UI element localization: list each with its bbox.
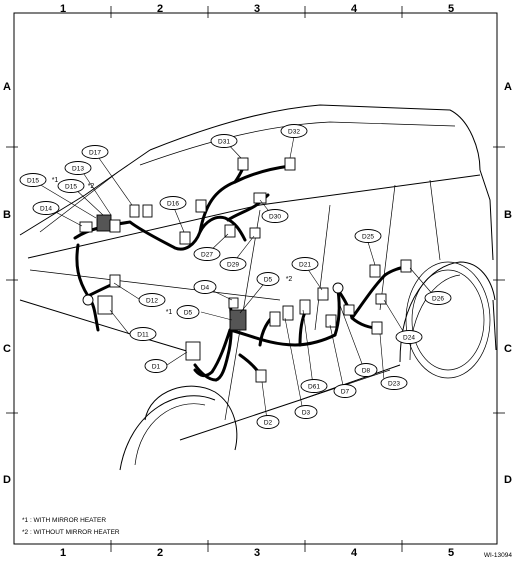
callout-d17: D17 bbox=[81, 145, 109, 159]
svg-text:D27: D27 bbox=[201, 252, 213, 259]
callout-d14: D14 bbox=[32, 201, 60, 215]
svg-text:D14: D14 bbox=[40, 206, 52, 213]
col-label-1-top: 1 bbox=[60, 3, 66, 15]
svg-text:D25: D25 bbox=[362, 234, 374, 241]
callout-d25: D25 bbox=[354, 229, 382, 243]
callout-d1: D1 bbox=[144, 359, 168, 373]
callout-d23: D23 bbox=[380, 376, 408, 390]
star-label: *1 bbox=[52, 177, 59, 184]
svg-text:D26: D26 bbox=[432, 296, 444, 303]
callouts: D17 D13 D15 *1 D15 *2 D14 D16 D31 bbox=[19, 124, 452, 429]
callout-d8: D8 bbox=[354, 363, 378, 377]
callout-d15-star2: D15 *2 bbox=[57, 179, 95, 193]
wire-harnesses bbox=[73, 164, 410, 382]
callout-d29: D29 bbox=[219, 257, 247, 271]
callout-d4: D4 bbox=[193, 280, 217, 294]
callout-d7: D7 bbox=[333, 384, 357, 398]
callout-d26: D26 bbox=[424, 291, 452, 305]
callout-d5-star2: D5 *2 bbox=[256, 272, 293, 286]
callout-d61: D61 bbox=[300, 379, 328, 393]
callout-d11: D11 bbox=[129, 327, 157, 341]
callout-d24: D24 bbox=[395, 330, 423, 344]
svg-text:D3: D3 bbox=[302, 410, 311, 417]
col-label-4-top: 4 bbox=[351, 3, 358, 15]
col-label-5-top: 5 bbox=[448, 3, 454, 15]
col-label-2-top: 2 bbox=[157, 3, 163, 15]
svg-text:D24: D24 bbox=[403, 335, 415, 342]
row-label-c-left: C bbox=[3, 343, 11, 355]
callout-d15-star1: D15 *1 bbox=[19, 173, 59, 187]
svg-text:D11: D11 bbox=[137, 332, 149, 339]
svg-text:D31: D31 bbox=[218, 139, 230, 146]
callout-d16: D16 bbox=[159, 196, 187, 210]
svg-text:D23: D23 bbox=[388, 381, 400, 388]
star-label: *2 bbox=[286, 276, 293, 283]
svg-text:D4: D4 bbox=[201, 285, 210, 292]
row-label-b-left: B bbox=[3, 209, 11, 221]
svg-text:D29: D29 bbox=[227, 262, 239, 269]
svg-text:D5: D5 bbox=[184, 310, 193, 317]
figure-id: WI-13094 bbox=[484, 552, 513, 559]
svg-text:D17: D17 bbox=[89, 150, 101, 157]
callout-d31: D31 bbox=[210, 134, 238, 148]
row-label-a-right: A bbox=[504, 81, 512, 93]
svg-text:D7: D7 bbox=[341, 389, 350, 396]
vehicle-body-outline bbox=[19, 104, 497, 471]
svg-text:D61: D61 bbox=[308, 384, 320, 391]
callout-d32: D32 bbox=[280, 124, 308, 138]
col-label-3-top: 3 bbox=[254, 3, 260, 15]
grid-frame: 1 2 3 4 5 1 2 3 4 5 A B C D A B C D bbox=[3, 3, 512, 559]
svg-text:D15: D15 bbox=[27, 178, 39, 185]
svg-text:D12: D12 bbox=[146, 298, 158, 305]
col-label-3-bottom: 3 bbox=[254, 547, 260, 559]
svg-text:D16: D16 bbox=[167, 201, 179, 208]
row-label-b-right: B bbox=[504, 209, 512, 221]
svg-text:D13: D13 bbox=[72, 166, 84, 173]
callout-d27: D27 bbox=[193, 247, 221, 261]
callout-d30: D30 bbox=[261, 209, 289, 223]
callout-d21: D21 bbox=[291, 257, 319, 271]
svg-text:D15: D15 bbox=[65, 184, 77, 191]
col-label-5-bottom: 5 bbox=[448, 547, 454, 559]
legend-with-mirror-heater: *1 : WITH MIRROR HEATER bbox=[22, 517, 106, 524]
svg-text:D8: D8 bbox=[362, 368, 371, 375]
svg-text:D5: D5 bbox=[264, 277, 273, 284]
svg-text:D30: D30 bbox=[269, 214, 281, 221]
legend-without-mirror-heater: *2 : WITHOUT MIRROR HEATER bbox=[22, 529, 120, 536]
svg-text:D1: D1 bbox=[152, 364, 161, 371]
row-label-c-right: C bbox=[504, 343, 512, 355]
svg-text:D32: D32 bbox=[288, 129, 300, 136]
leader-lines bbox=[33, 130, 436, 421]
connectors bbox=[79, 157, 412, 383]
col-label-4-bottom: 4 bbox=[351, 547, 358, 559]
row-label-d-right: D bbox=[504, 474, 512, 486]
callout-d5-star1: D5 *1 bbox=[166, 305, 200, 319]
svg-text:D2: D2 bbox=[264, 420, 273, 427]
row-label-d-left: D bbox=[3, 474, 11, 486]
callout-d3: D3 bbox=[294, 405, 318, 419]
col-label-1-bottom: 1 bbox=[60, 547, 66, 559]
star-label: *1 bbox=[166, 309, 173, 316]
svg-text:D21: D21 bbox=[299, 262, 311, 269]
star-label: *2 bbox=[88, 183, 95, 190]
callout-d13: D13 bbox=[64, 161, 92, 175]
col-label-2-bottom: 2 bbox=[157, 547, 163, 559]
row-label-a-left: A bbox=[3, 81, 11, 93]
callout-d12: D12 bbox=[138, 293, 166, 307]
legend: *1 : WITH MIRROR HEATER *2 : WITHOUT MIR… bbox=[22, 517, 120, 536]
callout-d2: D2 bbox=[256, 415, 280, 429]
